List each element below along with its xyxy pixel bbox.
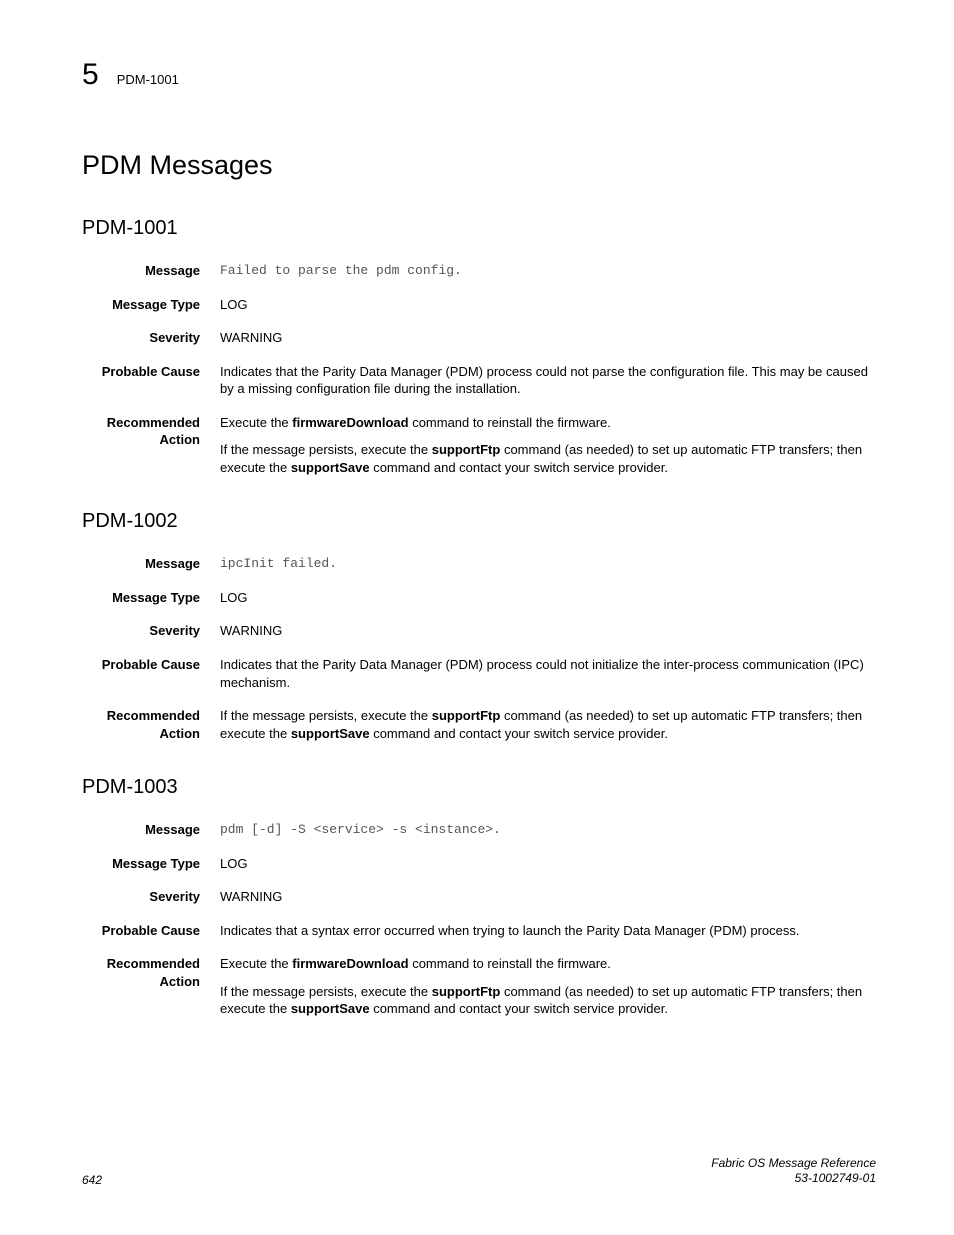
field-label: Message Type (82, 589, 220, 607)
command-name: supportSave (291, 726, 370, 741)
command-name: supportFtp (432, 984, 501, 999)
command-name: supportFtp (432, 442, 501, 457)
field-value: Indicates that a syntax error occurred w… (220, 922, 876, 940)
field-label: Probable Cause (82, 363, 220, 381)
field-label: Severity (82, 622, 220, 640)
field-value: Indicates that the Parity Data Manager (… (220, 363, 876, 398)
chapter-number: 5 (82, 58, 99, 92)
field-value: Execute the firmwareDownload command to … (220, 955, 876, 1018)
field-label: Probable Cause (82, 922, 220, 940)
field-value: WARNING (220, 622, 876, 640)
message-section: PDM-1003 Messagepdm [-d] -S <service> -s … (82, 776, 876, 1018)
field-row: SeverityWARNING (82, 622, 876, 640)
page-footer: 642 Fabric OS Message Reference 53-10027… (82, 1156, 876, 1187)
field-value: pdm [-d] -S <service> -s <instance>. (220, 821, 876, 839)
field-value: WARNING (220, 888, 876, 906)
footer-doc-title: Fabric OS Message Reference (711, 1156, 876, 1172)
command-name: firmwareDownload (292, 956, 408, 971)
page-content: 5 PDM-1001 PDM Messages PDM-1001MessageF… (0, 0, 954, 1018)
field-value: Indicates that the Parity Data Manager (… (220, 656, 876, 691)
header-code: PDM-1001 (117, 72, 179, 87)
field-label: Severity (82, 888, 220, 906)
field-label: Message Type (82, 855, 220, 873)
message-section: PDM-1002MessageipcInit failed.Message Ty… (82, 510, 876, 742)
field-label: Recommended Action (82, 414, 220, 449)
field-value: LOG (220, 296, 876, 314)
message-section: PDM-1001 MessageFailed to parse the pdm c… (82, 217, 876, 476)
field-label: Severity (82, 329, 220, 347)
field-label: Message (82, 555, 220, 573)
field-label: Message (82, 262, 220, 280)
action-paragraph: If the message persists, execute the sup… (220, 441, 876, 476)
command-name: supportSave (291, 460, 370, 475)
main-title: PDM Messages (82, 150, 876, 181)
message-id-heading: PDM-1001 (82, 217, 876, 240)
command-name: firmwareDownload (292, 415, 408, 430)
field-value: LOG (220, 855, 876, 873)
footer-doc-number: 53-1002749-01 (711, 1171, 876, 1187)
footer-doc-info: Fabric OS Message Reference 53-1002749-0… (711, 1156, 876, 1187)
field-value: LOG (220, 589, 876, 607)
field-value: WARNING (220, 329, 876, 347)
field-row: Message TypeLOG (82, 589, 876, 607)
page-header: 5 PDM-1001 (82, 58, 876, 92)
field-row: Probable CauseIndicates that the Parity … (82, 656, 876, 691)
field-label: Message (82, 821, 220, 839)
field-row: Message TypeLOG (82, 296, 876, 314)
field-label: Message Type (82, 296, 220, 314)
field-row: MessageFailed to parse the pdm config. (82, 262, 876, 280)
field-row: Recommended ActionExecute the firmwareDo… (82, 414, 876, 477)
page-number: 642 (82, 1173, 102, 1187)
field-value: ipcInit failed. (220, 555, 876, 573)
field-label: Probable Cause (82, 656, 220, 674)
field-value: Failed to parse the pdm config. (220, 262, 876, 280)
field-row: Probable CauseIndicates that a syntax er… (82, 922, 876, 940)
action-paragraph: Execute the firmwareDownload command to … (220, 414, 876, 432)
messages-container: PDM-1001MessageFailed to parse the pdm c… (82, 217, 876, 1018)
command-name: supportFtp (432, 708, 501, 723)
message-id-heading: PDM-1003 (82, 776, 876, 799)
action-paragraph: If the message persists, execute the sup… (220, 707, 876, 742)
field-row: Probable CauseIndicates that the Parity … (82, 363, 876, 398)
command-name: supportSave (291, 1001, 370, 1016)
field-value: Execute the firmwareDownload command to … (220, 414, 876, 477)
field-row: SeverityWARNING (82, 329, 876, 347)
field-row: Recommended ActionExecute the firmwareDo… (82, 955, 876, 1018)
field-value: If the message persists, execute the sup… (220, 707, 876, 742)
field-label: Recommended Action (82, 707, 220, 742)
field-row: Message TypeLOG (82, 855, 876, 873)
field-row: SeverityWARNING (82, 888, 876, 906)
action-paragraph: Execute the firmwareDownload command to … (220, 955, 876, 973)
field-row: MessageipcInit failed. (82, 555, 876, 573)
field-label: Recommended Action (82, 955, 220, 990)
field-row: Messagepdm [-d] -S <service> -s <instanc… (82, 821, 876, 839)
action-paragraph: If the message persists, execute the sup… (220, 983, 876, 1018)
field-row: Recommended ActionIf the message persist… (82, 707, 876, 742)
message-id-heading: PDM-1002 (82, 510, 876, 533)
